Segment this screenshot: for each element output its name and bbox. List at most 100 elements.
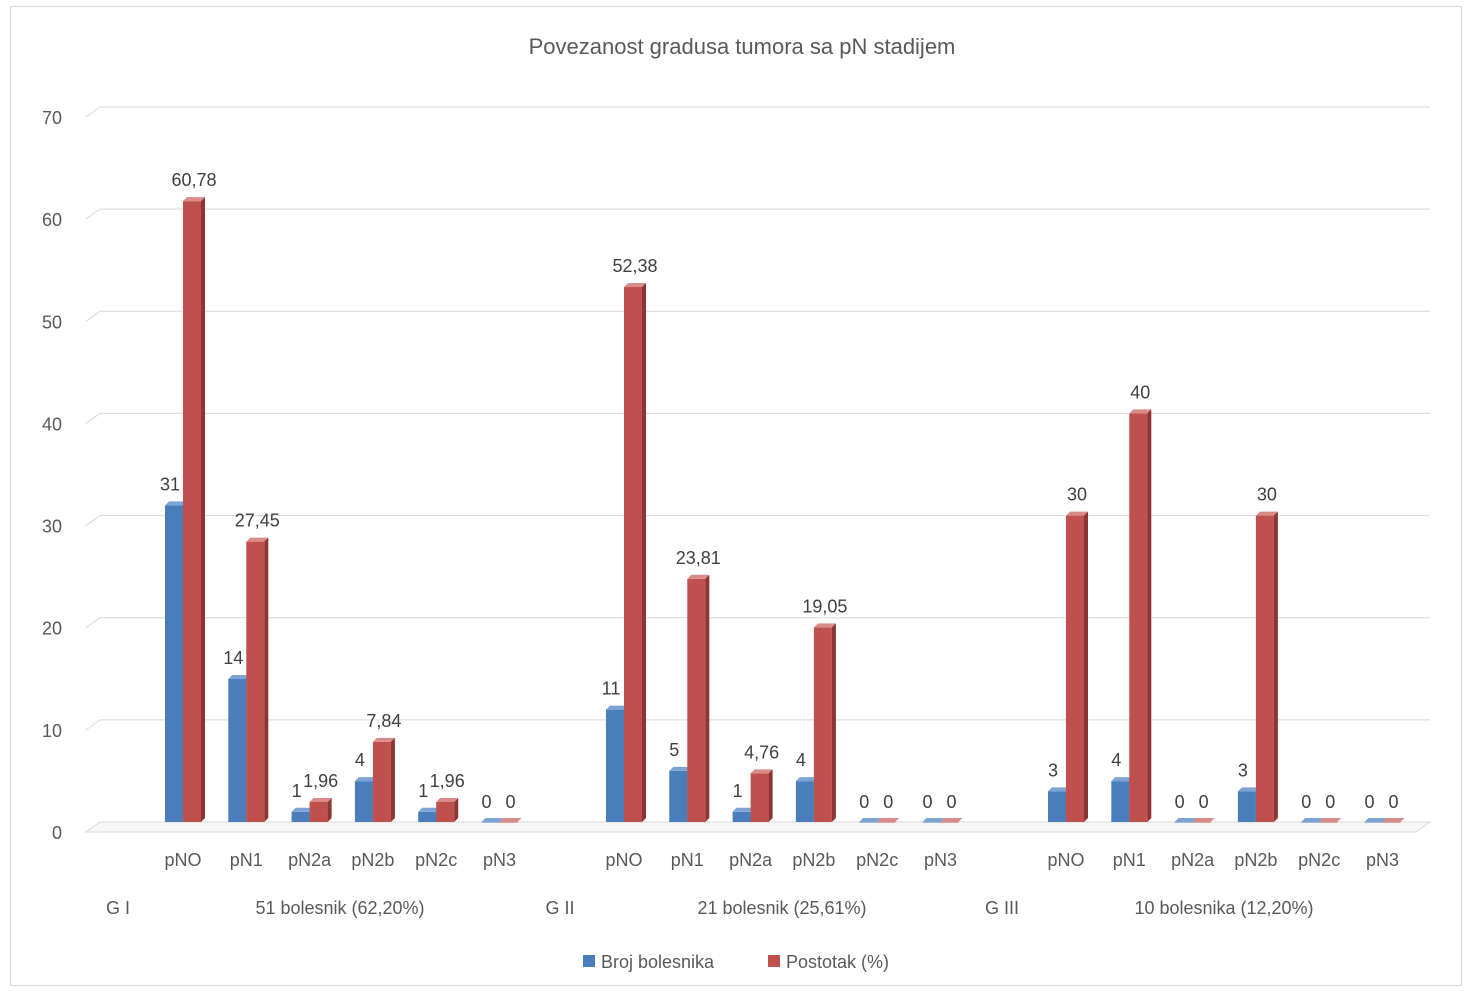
bar-top-postotak [1382,818,1405,822]
bar-top-broj-bolesnika [1301,818,1324,822]
data-label-broj-bolesnika: 31 [160,474,180,494]
legend-swatch [583,955,595,967]
bar-broj-bolesnika [1301,822,1320,823]
data-label-broj-bolesnika: 0 [1364,792,1374,812]
data-label-postotak: 0 [946,792,956,812]
bar-postotak [1129,413,1148,822]
y-tick-label: 50 [42,312,62,332]
bar-top-postotak [1319,818,1342,822]
bar-side-postotak [768,769,773,822]
x-axis: pNO pN1 pN2a pN2b pN2c pN3 pNO pN1 pN2a pN2b pN2c p… [106,850,1399,918]
bar-broj-bolesnika [481,822,500,823]
bar-side-postotak [1084,511,1088,822]
bar-top-broj-bolesnika [859,818,882,822]
bar-postotak [940,822,959,823]
y-tick-label: 0 [52,823,62,843]
bar-top-postotak [687,574,710,579]
bar-top-broj-bolesnika [795,777,818,782]
y-tick-label: 20 [42,619,62,639]
bar-top-broj-bolesnika [291,807,314,812]
bar-top-postotak [1066,511,1088,516]
data-label-broj-bolesnika: 5 [669,740,679,760]
x-tick-label: pN1 [230,850,263,870]
y-tick-label: 30 [42,517,62,537]
data-label-postotak: 0 [1325,792,1335,812]
bar-top-postotak [1129,409,1152,414]
x-tick-label: pN2b [351,850,394,870]
data-label-postotak: 0 [1199,792,1209,812]
gridlines [84,106,1432,833]
bar-top-broj-bolesnika [732,807,755,812]
data-label-broj-bolesnika: 0 [859,792,869,812]
data-label-broj-bolesnika: 4 [355,750,365,770]
bar-broj-bolesnika [795,781,814,822]
x-tick-label: pN2c [1298,850,1340,870]
data-label-broj-bolesnika: 1 [733,781,743,801]
bar-top-postotak [309,797,332,802]
bar-top-postotak [1255,511,1278,516]
bar-top-broj-bolesnika [1364,818,1387,822]
bar-postotak [1066,515,1084,822]
bar-broj-bolesnika [354,781,373,822]
bar-top-broj-bolesnika [1048,787,1070,792]
legend-label: Broj bolesnika [601,952,715,972]
bar-top-postotak [246,537,269,542]
bar-top-broj-bolesnika [418,807,441,812]
x-tick-label: pN2a [1171,850,1215,870]
bar-top-postotak [436,797,459,802]
bar-broj-bolesnika [859,822,878,823]
bar-side-postotak [1147,409,1152,822]
x-tick-label: pN3 [924,850,957,870]
bar-side-postotak [327,797,332,822]
group-sublabel: 51 bolesnik (62,20%) [255,898,424,918]
bar-broj-bolesnika [291,811,310,822]
data-label-broj-bolesnika: 3 [1048,760,1058,780]
bar-postotak [1382,822,1401,823]
bar-side-postotak [642,282,646,822]
data-label-broj-bolesnika: 1 [292,781,302,801]
x-tick-label: pNO [605,850,642,870]
bar-top-broj-bolesnika [1237,787,1260,792]
bar-postotak [687,578,706,822]
data-label-broj-bolesnika: 4 [796,750,806,770]
data-label-postotak: 60,78 [171,170,216,190]
data-label-broj-bolesnika: 0 [922,792,932,812]
bar-postotak [1319,822,1338,823]
data-label-postotak: 23,81 [676,548,721,568]
data-label-postotak: 52,38 [612,256,657,276]
bar-side-postotak [201,197,205,822]
gridline-depth [85,515,101,526]
bar-side-postotak [264,537,269,822]
bar-postotak [436,801,455,822]
bar-broj-bolesnika [1364,822,1383,823]
x-tick-label: pN3 [483,850,516,870]
bar-side-postotak [1273,511,1278,822]
legend-label: Postotak (%) [786,952,889,972]
y-tick-label: 60 [42,210,62,230]
bar-postotak [750,773,769,822]
bar-broj-bolesnika [732,811,751,822]
bar-postotak [372,741,391,822]
bar-top-postotak [813,623,836,628]
gridline-depth [85,719,101,731]
bar-top-postotak [750,769,773,774]
x-tick-label: pN2b [792,850,835,870]
bar-broj-bolesnika [669,770,688,822]
data-label-broj-bolesnika: 0 [1175,792,1185,812]
bar-postotak [309,801,328,822]
bar-broj-bolesnika [1111,781,1130,822]
bar-top-postotak [372,737,395,742]
bar-broj-bolesnika [922,822,941,823]
data-label-postotak: 30 [1257,485,1277,505]
floor [84,821,1432,833]
x-tick-label: pN2a [729,850,773,870]
x-tick-label: pN1 [671,850,704,870]
x-tick-label: pN1 [1113,850,1146,870]
data-label-broj-bolesnika: 4 [1111,750,1121,770]
data-label-postotak: 0 [883,792,893,812]
x-tick-label: pN2c [856,850,898,870]
group-sublabel: 21 bolesnik (25,61%) [697,898,866,918]
data-label-broj-bolesnika: 0 [1301,792,1311,812]
bar-postotak [1192,822,1211,823]
